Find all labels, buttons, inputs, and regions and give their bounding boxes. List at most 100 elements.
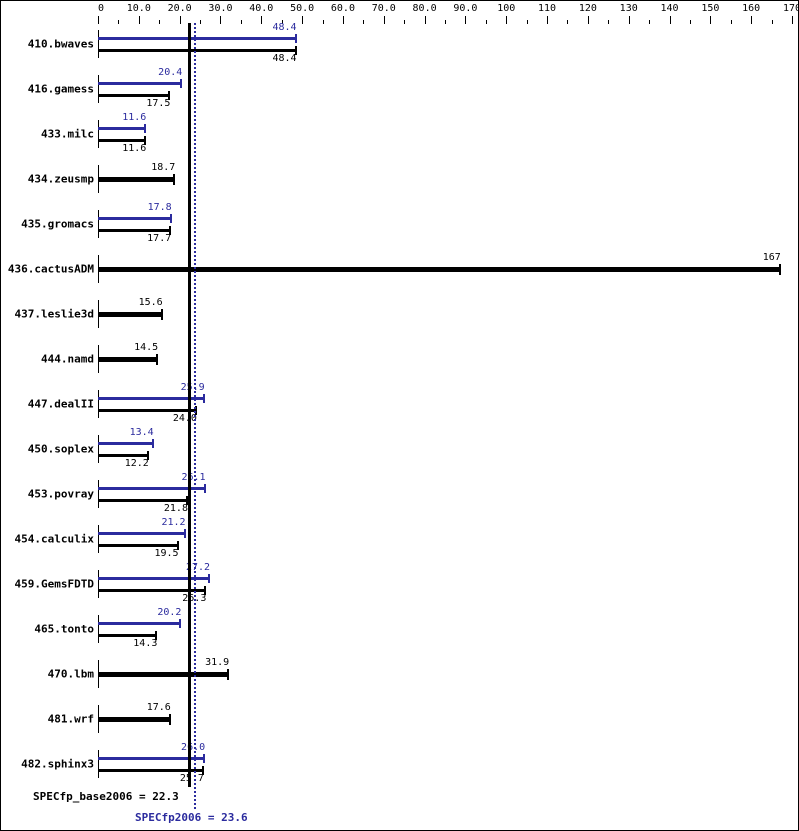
base-value-label: 14.3 (133, 638, 158, 649)
x-minor-tick (649, 20, 650, 24)
x-major-tick (261, 16, 262, 24)
x-minor-tick (241, 20, 242, 24)
peak-bar-endcap (294, 34, 297, 43)
x-tick-label: 80.0 (412, 3, 437, 14)
base-value-label: 12.2 (124, 458, 149, 469)
row-axis-stub (98, 75, 99, 103)
benchmark-label: 465.tonto (34, 622, 94, 636)
base-summary-label: SPECfp_base2006 = 22.3 (33, 790, 179, 803)
benchmark-label: 435.gromacs (21, 217, 94, 231)
peak-bar (98, 487, 205, 490)
x-major-tick (506, 16, 507, 24)
base-bar-endcap (168, 91, 171, 100)
peak-value-label: 21.2 (161, 517, 186, 528)
peak-bar-endcap (203, 754, 206, 763)
x-minor-tick (567, 20, 568, 24)
x-tick-label: 50.0 (290, 3, 315, 14)
x-major-tick (384, 16, 385, 24)
peak-value-label: 26.0 (181, 742, 206, 753)
x-tick-label: 20.0 (167, 3, 192, 14)
peak-bar (98, 397, 204, 400)
x-major-tick (139, 16, 140, 24)
x-major-tick (465, 16, 466, 24)
peak-value-label: 20.4 (158, 67, 183, 78)
base-value-label: 19.5 (154, 548, 179, 559)
peak-bar (98, 442, 153, 445)
peak-bar (98, 757, 205, 760)
peak-value-label: 48.4 (272, 22, 297, 33)
base-bar (98, 589, 206, 592)
row-axis-stub (98, 480, 99, 508)
benchmark-label: 447.dealII (27, 397, 94, 411)
peak-bar (98, 217, 171, 220)
base-bar (98, 94, 170, 97)
base-bar (98, 139, 146, 142)
row-axis-stub (98, 30, 99, 58)
x-major-tick (547, 16, 548, 24)
row-axis-stub (98, 525, 99, 553)
x-major-tick (629, 16, 630, 24)
peak-bar (98, 577, 210, 580)
benchmark-label: 481.wrf (47, 712, 94, 726)
x-major-tick (792, 16, 793, 24)
peak-bar-endcap (180, 79, 183, 88)
x-major-tick (98, 16, 99, 24)
base-bar-endcap (201, 766, 204, 775)
x-major-tick (670, 16, 671, 24)
base-bar-endcap (169, 226, 172, 235)
peak-value-label: 20.2 (157, 607, 182, 618)
x-minor-tick (690, 20, 691, 24)
x-tick-label: 40.0 (249, 3, 274, 14)
base-reference-line (188, 23, 191, 787)
x-major-tick (751, 16, 752, 24)
base-value-label: 17.5 (146, 98, 171, 109)
benchmark-label: 470.lbm (47, 667, 94, 681)
x-major-tick (710, 16, 711, 24)
benchmark-label: 434.zeusmp (27, 172, 94, 186)
single-value-label: 15.6 (138, 297, 163, 308)
peak-bar (98, 37, 296, 40)
benchmark-label: 482.sphinx3 (21, 757, 94, 771)
base-bar (98, 49, 296, 52)
peak-reference-line (194, 23, 196, 809)
x-tick-label: 30.0 (208, 3, 233, 14)
base-bar-endcap (176, 541, 179, 550)
single-value-label: 18.7 (151, 162, 176, 173)
base-bar (98, 229, 171, 232)
x-minor-tick (323, 20, 324, 24)
peak-bar-endcap (203, 484, 206, 493)
base-bar (98, 769, 203, 772)
peak-value-label: 17.8 (147, 202, 172, 213)
single-bar-endcap (168, 714, 171, 725)
single-bar (98, 177, 175, 182)
x-tick-label: 70.0 (371, 3, 396, 14)
single-bar-endcap (173, 174, 176, 185)
base-bar-endcap (144, 136, 147, 145)
x-minor-tick (608, 20, 609, 24)
peak-bar-endcap (151, 439, 154, 448)
peak-bar-endcap (179, 619, 182, 628)
single-bar-endcap (778, 264, 781, 275)
base-bar (98, 544, 178, 547)
base-bar (98, 499, 187, 502)
base-value-label: 17.7 (147, 233, 172, 244)
row-axis-stub (98, 390, 99, 418)
base-value-label: 25.7 (179, 773, 204, 784)
x-minor-tick (200, 20, 201, 24)
x-minor-tick (445, 20, 446, 24)
benchmark-label: 433.milc (41, 127, 94, 141)
single-bar (98, 717, 170, 722)
x-tick-label: 90.0 (453, 3, 478, 14)
x-minor-tick (363, 20, 364, 24)
x-major-tick (302, 16, 303, 24)
single-value-label: 17.6 (146, 702, 171, 713)
peak-value-label: 25.9 (180, 382, 205, 393)
x-tick-label: 110 (538, 3, 557, 14)
benchmark-label: 450.soplex (27, 442, 94, 456)
peak-bar (98, 127, 146, 130)
peak-bar (98, 622, 181, 625)
row-axis-stub (98, 615, 99, 643)
benchmark-label: 444.namd (41, 352, 94, 366)
peak-bar-endcap (144, 124, 147, 133)
